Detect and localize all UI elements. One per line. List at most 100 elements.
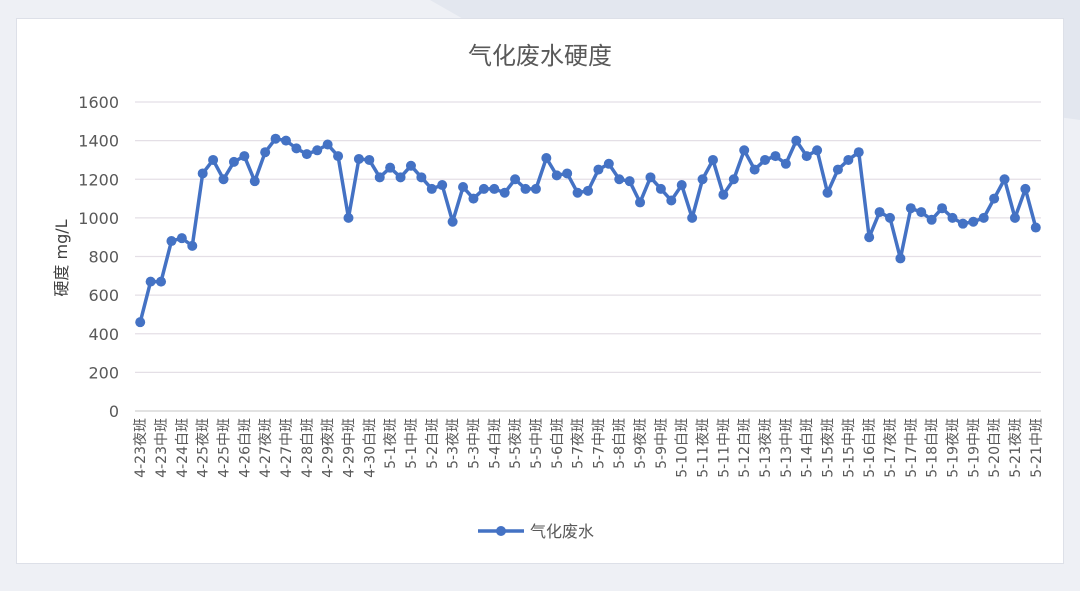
x-tick-label: 4-25中班 [217, 418, 233, 478]
data-point [853, 147, 864, 158]
x-tick-label: 5-16白班 [862, 418, 878, 478]
x-tick-label: 5-20白班 [987, 418, 1003, 478]
data-point [239, 151, 250, 162]
x-tick-label: 5-3中班 [466, 418, 482, 469]
legend-label: 气化废水 [530, 522, 594, 541]
data-point [968, 216, 979, 227]
data-point [281, 135, 291, 146]
x-tick-label: 5-15中班 [841, 418, 857, 478]
data-point [947, 212, 958, 223]
data-point [645, 172, 656, 183]
x-tick-label: 5-19夜班 [945, 418, 961, 478]
legend-marker [496, 526, 506, 536]
data-point [885, 212, 895, 223]
x-tick-label: 4-27夜班 [258, 418, 274, 478]
data-point [312, 145, 323, 156]
data-point [176, 233, 187, 244]
data-point [666, 195, 677, 206]
data-point [374, 172, 385, 183]
data-point [510, 174, 521, 185]
data-point [322, 139, 333, 150]
data-point [583, 185, 593, 196]
data-point [249, 176, 260, 187]
x-tick-label: 5-4白班 [487, 418, 503, 469]
x-tick-label: 4-29中班 [341, 418, 357, 478]
y-tick-label: 1400 [78, 132, 119, 151]
x-tick-label: 5-11夜班 [696, 418, 712, 478]
data-point [1020, 183, 1031, 194]
data-point [864, 232, 875, 243]
x-tick-label: 5-13中班 [779, 418, 795, 478]
data-point [530, 183, 541, 194]
data-point [562, 168, 573, 179]
x-tick-label: 5-13夜班 [758, 418, 774, 478]
data-point [780, 158, 791, 169]
data-point [291, 143, 302, 154]
data-point [228, 156, 239, 167]
data-point [832, 164, 843, 175]
x-tick-label: 5-12白班 [737, 418, 753, 478]
y-tick-label: 600 [88, 286, 119, 305]
x-tick-label: 5-6白班 [550, 418, 566, 469]
x-tick-label: 5-5夜班 [508, 418, 524, 469]
data-point [458, 181, 469, 192]
data-point [760, 154, 771, 165]
y-tick-label: 1000 [78, 209, 119, 228]
data-point [1009, 212, 1020, 223]
data-point [937, 203, 948, 214]
data-point [812, 145, 823, 156]
x-tick-label: 5-8白班 [612, 418, 628, 469]
data-point [301, 149, 312, 160]
x-tick-label: 5-21中班 [1029, 418, 1045, 478]
x-tick-label: 5-14白班 [800, 418, 816, 478]
data-point [489, 183, 500, 194]
data-point [426, 183, 437, 194]
x-tick-label: 5-19中班 [966, 418, 982, 478]
data-point [926, 214, 937, 225]
data-point [520, 183, 531, 194]
data-point [770, 151, 781, 162]
data-point [478, 183, 489, 194]
data-point [603, 158, 614, 169]
data-point [447, 216, 458, 227]
data-point [895, 253, 906, 264]
data-point [822, 187, 833, 198]
data-point [676, 180, 687, 191]
x-tick-label: 5-17中班 [904, 418, 920, 478]
y-tick-label: 800 [88, 248, 119, 267]
x-tick-label: 5-1夜班 [383, 418, 399, 469]
x-tick-label: 5-1中班 [404, 418, 420, 469]
x-tick-label: 5-9中班 [654, 418, 670, 469]
data-point [364, 154, 375, 165]
x-tick-label: 4-24白班 [175, 418, 191, 478]
data-point [749, 164, 760, 175]
data-point [593, 164, 604, 175]
x-tick-label: 5-7中班 [591, 418, 607, 469]
x-tick-label: 5-21夜班 [1008, 418, 1024, 478]
data-point [395, 172, 406, 183]
data-point [843, 154, 854, 165]
x-tick-label: 5-3夜班 [446, 418, 462, 469]
x-tick-label: 4-23夜班 [133, 418, 149, 478]
x-tick-label: 5-11中班 [716, 418, 732, 478]
x-tick-label: 4-30白班 [362, 418, 378, 478]
data-point [707, 154, 718, 165]
data-point [187, 240, 198, 251]
x-tick-label: 5-18白班 [925, 418, 941, 478]
data-point [999, 174, 1010, 185]
data-point [437, 180, 448, 191]
chart-card [16, 18, 1064, 564]
data-point [905, 203, 916, 214]
data-point [989, 193, 1000, 204]
x-tick-label: 4-26白班 [237, 418, 253, 478]
data-point [405, 160, 416, 171]
data-point [208, 154, 219, 165]
x-tick-label: 4-23中班 [154, 418, 170, 478]
x-tick-label: 4-25夜班 [196, 418, 212, 478]
data-point [260, 147, 271, 158]
data-point [978, 212, 989, 223]
data-point [739, 145, 750, 156]
x-tick-label: 4-27中班 [279, 418, 295, 478]
y-tick-label: 1600 [78, 93, 119, 112]
